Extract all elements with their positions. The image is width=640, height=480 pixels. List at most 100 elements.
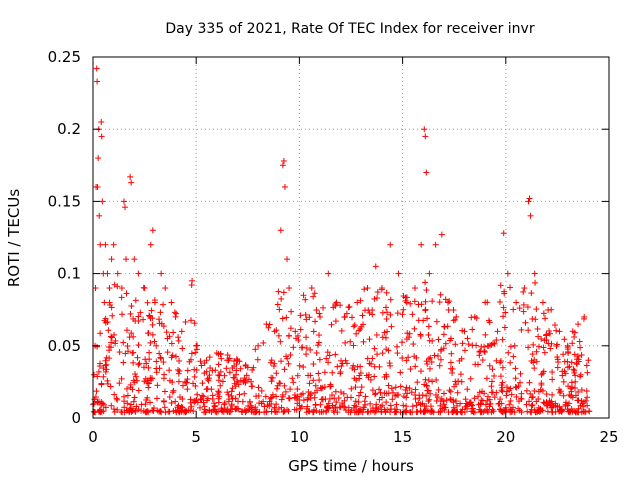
data-point xyxy=(204,385,211,392)
data-point xyxy=(279,315,286,322)
data-point xyxy=(135,406,142,413)
data-point xyxy=(366,336,373,343)
data-point xyxy=(437,347,444,354)
data-point xyxy=(188,403,195,410)
data-point xyxy=(531,270,538,277)
data-point xyxy=(102,315,109,322)
data-point xyxy=(423,169,430,176)
data-point xyxy=(547,401,554,408)
data-point xyxy=(518,326,525,333)
data-point xyxy=(365,408,372,415)
data-point xyxy=(271,404,278,411)
data-point xyxy=(135,342,142,349)
data-point xyxy=(324,349,331,356)
data-point xyxy=(416,395,423,402)
data-point xyxy=(367,400,374,407)
data-point xyxy=(229,365,236,372)
data-point xyxy=(299,344,306,351)
data-point xyxy=(229,395,236,402)
data-point xyxy=(561,336,568,343)
data-point xyxy=(102,368,109,375)
data-point xyxy=(418,301,425,308)
data-point xyxy=(149,321,156,328)
data-point xyxy=(296,362,303,369)
data-point xyxy=(315,370,322,377)
data-point xyxy=(258,387,265,394)
data-point xyxy=(391,409,398,416)
data-point xyxy=(145,330,152,337)
data-point xyxy=(168,399,175,406)
data-point xyxy=(556,389,563,396)
data-point xyxy=(491,372,498,379)
data-point xyxy=(146,349,153,356)
data-point xyxy=(402,387,409,394)
data-point xyxy=(135,387,142,394)
data-point xyxy=(291,406,298,413)
data-point xyxy=(525,327,532,334)
data-point xyxy=(428,359,435,366)
data-point xyxy=(554,403,561,410)
data-point xyxy=(170,387,177,394)
data-point xyxy=(399,339,406,346)
x-tick-label: 20 xyxy=(496,428,515,446)
data-point xyxy=(468,314,475,321)
data-point xyxy=(326,352,333,359)
data-point xyxy=(106,299,113,306)
plot-frame xyxy=(92,56,610,419)
data-point xyxy=(264,402,271,409)
data-point xyxy=(533,348,540,355)
data-point xyxy=(479,357,486,364)
data-point xyxy=(497,357,504,364)
data-point xyxy=(278,295,285,302)
data-point xyxy=(197,358,204,365)
x-tick-label: 0 xyxy=(88,428,98,446)
data-point xyxy=(262,393,269,400)
data-point xyxy=(288,308,295,315)
data-point xyxy=(530,341,537,348)
data-point xyxy=(408,389,415,396)
data-point xyxy=(151,338,158,345)
data-point xyxy=(121,409,128,416)
data-point xyxy=(403,336,410,343)
data-point xyxy=(369,355,376,362)
data-point xyxy=(296,402,303,409)
data-point xyxy=(166,333,173,340)
data-point xyxy=(384,406,391,413)
data-point xyxy=(182,378,189,385)
data-point xyxy=(512,365,519,372)
data-point xyxy=(172,313,179,320)
data-point xyxy=(499,388,506,395)
data-point xyxy=(376,363,383,370)
data-point xyxy=(397,383,404,390)
data-point xyxy=(584,402,591,409)
data-point xyxy=(474,361,481,368)
data-point xyxy=(283,353,290,360)
data-point xyxy=(212,367,219,374)
data-point xyxy=(481,390,488,397)
data-point xyxy=(553,327,560,334)
data-point xyxy=(569,340,576,347)
data-point xyxy=(371,373,378,380)
data-point xyxy=(520,301,527,308)
data-point xyxy=(434,394,441,401)
data-point xyxy=(338,327,345,334)
data-point xyxy=(342,357,349,364)
data-point xyxy=(484,342,491,349)
data-point xyxy=(279,393,286,400)
data-point xyxy=(423,383,430,390)
data-point xyxy=(386,360,393,367)
data-point xyxy=(294,372,301,379)
data-point xyxy=(500,304,507,311)
data-point xyxy=(507,284,514,291)
data-point xyxy=(553,343,560,350)
data-point xyxy=(241,375,248,382)
data-point xyxy=(437,356,444,363)
data-point xyxy=(241,406,248,413)
data-point xyxy=(494,328,501,335)
data-point xyxy=(294,393,301,400)
data-point xyxy=(441,406,448,413)
data-point xyxy=(542,315,549,322)
data-point xyxy=(207,365,214,372)
data-point xyxy=(263,408,270,415)
data-point xyxy=(132,371,139,378)
